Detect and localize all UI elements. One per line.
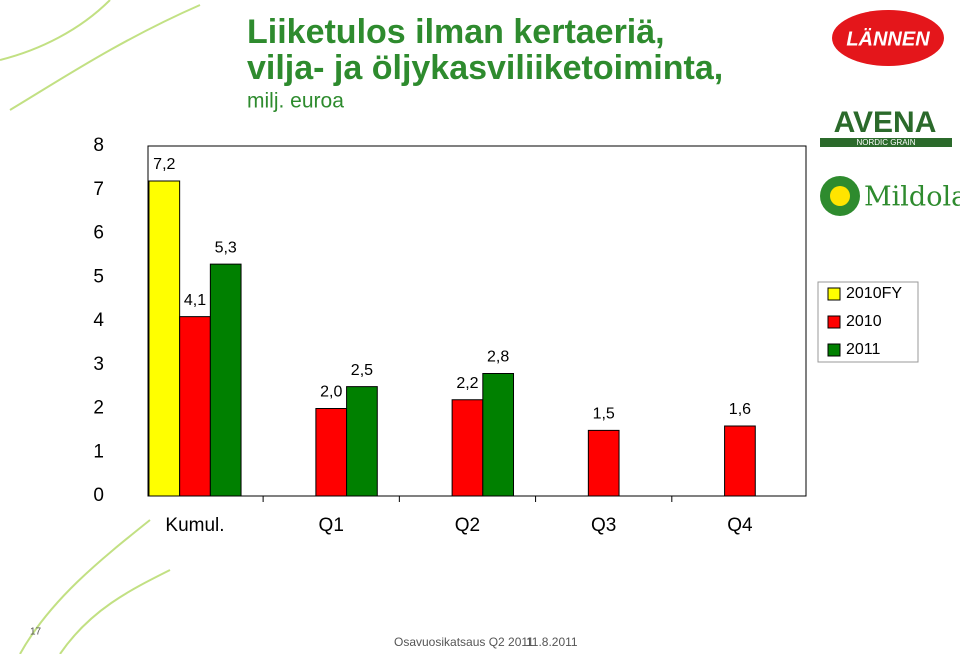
y-tick-label: 8	[93, 135, 104, 156]
y-tick-label: 5	[93, 266, 104, 287]
y-tick-label: 1	[93, 441, 104, 462]
x-tick-label: Q1	[319, 515, 344, 536]
bar	[346, 386, 378, 497]
x-tick-label: Q4	[727, 515, 753, 536]
vine	[9, 4, 201, 111]
logo-bg	[832, 10, 944, 66]
x-tick-label: Q3	[591, 515, 616, 536]
logo: Mildola	[864, 182, 960, 213]
bar	[451, 399, 484, 497]
bar	[209, 263, 242, 497]
legend-label: 2010	[846, 313, 882, 330]
logo: NORDIC GRAIN	[856, 138, 915, 147]
subtitle: milj. euroa	[247, 90, 344, 113]
vine	[0, 0, 111, 61]
legend-swatch	[827, 343, 841, 357]
bar	[482, 373, 515, 497]
bar	[315, 408, 348, 497]
logo: LÄNNEN	[846, 27, 930, 50]
value-label: 2,5	[351, 362, 373, 379]
legend-swatch	[827, 287, 841, 301]
value-label: 2,2	[456, 375, 478, 392]
value-label: 5,3	[215, 239, 237, 256]
y-tick-label: 0	[93, 485, 104, 506]
value-label: 7,2	[153, 156, 175, 173]
value-label: 2,0	[320, 384, 342, 401]
y-tick-label: 6	[93, 223, 104, 244]
footer-text: Osavuosikatsaus Q2 2011	[394, 635, 534, 649]
x-tick-label: Kumul.	[165, 515, 224, 536]
logo-bar	[820, 138, 952, 147]
y-tick-label: 3	[93, 354, 104, 375]
decoration	[0, 0, 201, 654]
bar	[179, 316, 211, 497]
y-tick-label: 7	[93, 179, 104, 200]
y-tick-label: 2	[93, 398, 104, 419]
value-label: 2,8	[487, 349, 509, 366]
footer-date: 11.8.2011	[526, 635, 578, 649]
logo: AVENA	[834, 106, 937, 139]
title-line: vilja- ja öljykasviliiketoiminta,	[247, 49, 723, 87]
value-label: 1,6	[729, 401, 751, 418]
page-number: 17	[30, 627, 42, 638]
legend-swatch	[827, 315, 841, 329]
vine	[59, 569, 171, 654]
bar	[724, 425, 756, 497]
x-tick-label: Q2	[455, 515, 480, 536]
logo-icon	[830, 186, 850, 206]
value-label: 4,1	[184, 292, 206, 309]
legend-label: 2010FY	[846, 285, 902, 302]
y-tick-label: 4	[93, 310, 104, 331]
legend-label: 2011	[846, 341, 881, 358]
value-label: 1,5	[593, 406, 615, 423]
vine	[19, 519, 151, 654]
bar	[148, 180, 181, 497]
bar	[587, 429, 620, 497]
title: Liiketulos ilman kertaeriä,	[247, 13, 665, 51]
